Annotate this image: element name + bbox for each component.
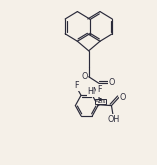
Text: Abs: Abs (95, 99, 106, 104)
Text: HN: HN (88, 87, 99, 96)
FancyBboxPatch shape (95, 99, 106, 104)
Text: O: O (81, 72, 87, 81)
Text: OH: OH (108, 115, 120, 124)
Text: F: F (97, 85, 101, 94)
Text: F: F (75, 81, 79, 90)
Text: O: O (108, 78, 115, 87)
Text: O: O (119, 93, 126, 102)
